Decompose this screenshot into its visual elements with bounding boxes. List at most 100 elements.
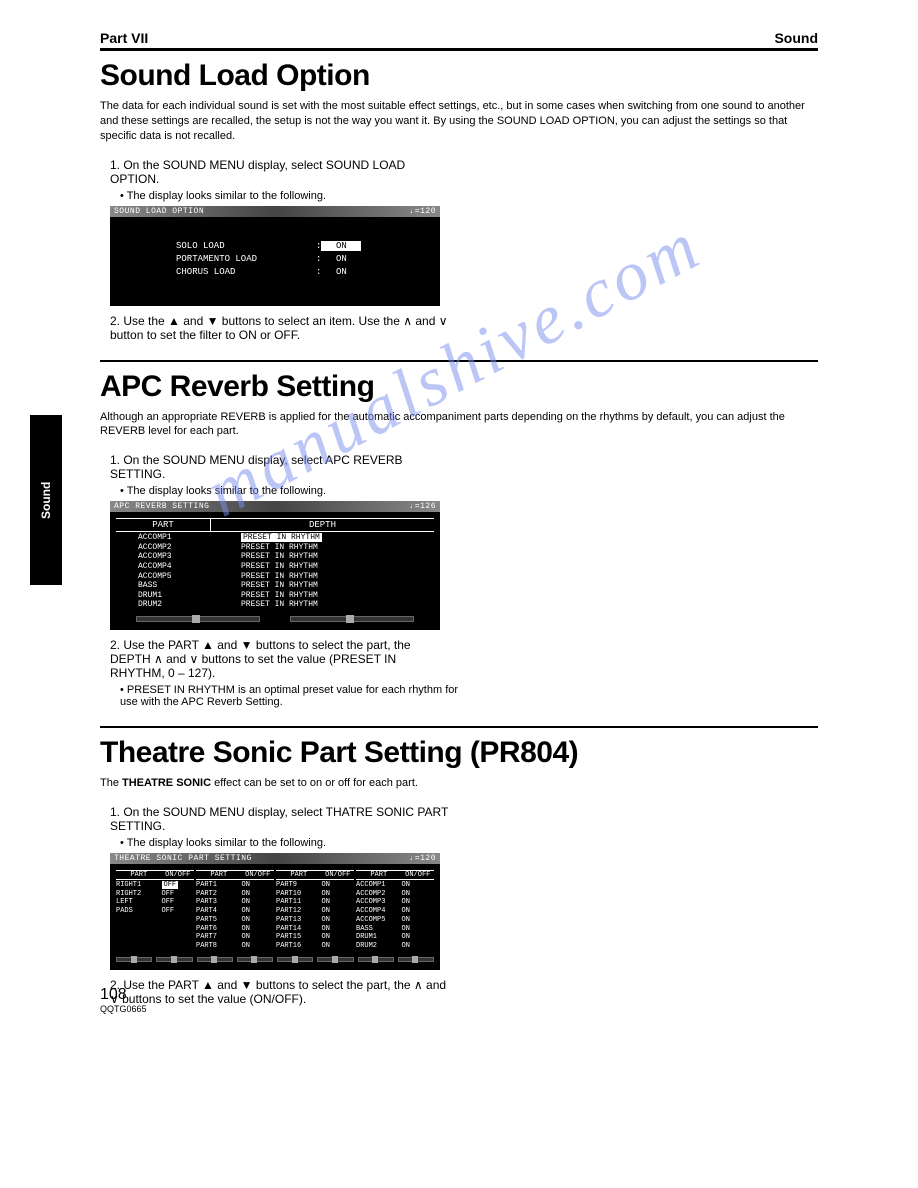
screen3-row: PART1ON [196, 881, 274, 890]
row-value: ON [242, 916, 275, 925]
row-part: ACCOMP4 [356, 907, 402, 916]
row-part: ACCOMP1 [356, 881, 402, 890]
row-part: ACCOMP2 [356, 890, 402, 899]
page-header: Part VII Sound [100, 30, 818, 51]
section3-step2: 2. Use the PART ▲ and ▼ buttons to selec… [110, 978, 450, 1006]
screen3-row: RIGHT1OFF [116, 881, 194, 890]
col-head-onoff: ON/OFF [322, 871, 355, 879]
row-part: ACCOMP5 [356, 916, 402, 925]
slider-part [136, 616, 260, 622]
screen3-row: PART2ON [196, 890, 274, 899]
slider-depth [290, 616, 414, 622]
screen3-tempo: ♩=120 [409, 854, 436, 863]
screen3-row: PART13ON [276, 916, 354, 925]
row-part: PART11 [276, 898, 322, 907]
row-value: ON [322, 933, 355, 942]
screen3-row: PART7ON [196, 933, 274, 942]
col-head-part: PART [116, 871, 162, 879]
row-part: DRUM2 [356, 942, 402, 951]
section3-bullet1: • The display looks similar to the follo… [120, 837, 460, 849]
row-depth: PRESET IN RHYTHM [211, 543, 434, 553]
row-depth: PRESET IN RHYTHM [211, 562, 434, 572]
row-part: RIGHT1 [116, 881, 162, 890]
row-depth: PRESET IN RHYTHM [211, 581, 434, 591]
col-head-onoff: ON/OFF [402, 871, 435, 879]
section2-bullet2: • PRESET IN RHYTHM is an optimal preset … [120, 684, 460, 708]
section1-bullet1: • The display looks similar to the follo… [120, 190, 460, 202]
row-part: PART13 [276, 916, 322, 925]
screen2-row: ACCOMP1PRESET IN RHYTHM [116, 533, 434, 543]
row-part: PART14 [276, 925, 322, 934]
screen-theatre-sonic: THEATRE SONIC PART SETTING ♩=120 PARTON/… [110, 853, 440, 970]
screen2-row: ACCOMP4PRESET IN RHYTHM [116, 562, 434, 572]
doc-code: QQTG0665 [100, 1004, 147, 1014]
row-label: SOLO LOAD [176, 241, 316, 251]
screen1-row: PORTAMENTO LOAD:ON [176, 254, 434, 264]
screen2-row: ACCOMP3PRESET IN RHYTHM [116, 552, 434, 562]
slider [156, 957, 192, 962]
screen3-row: PART12ON [276, 907, 354, 916]
row-value: ON [402, 890, 435, 899]
row-value: OFF [162, 898, 195, 907]
row-value: ON [322, 890, 355, 899]
header-part: Part VII [100, 30, 148, 46]
row-part: PART4 [196, 907, 242, 916]
row-label: PORTAMENTO LOAD [176, 254, 316, 264]
row-part: DRUM2 [116, 600, 211, 610]
row-value: ON [321, 241, 361, 251]
screen3-row: PART15ON [276, 933, 354, 942]
row-part: PART3 [196, 898, 242, 907]
row-part: BASS [356, 925, 402, 934]
col-head-part: PART [196, 871, 242, 879]
slider [116, 957, 152, 962]
screen-sound-load: SOUND LOAD OPTION ♩=120 SOLO LOAD:ONPORT… [110, 206, 440, 306]
row-value: ON [322, 916, 355, 925]
row-depth: PRESET IN RHYTHM [211, 533, 434, 543]
row-part: PADS [116, 907, 162, 916]
section3-step1: 1. On the SOUND MENU display, select THA… [110, 805, 450, 833]
screen3-row: PART4ON [196, 907, 274, 916]
row-part: ACCOMP5 [116, 572, 211, 582]
screen3-row: PART10ON [276, 890, 354, 899]
row-part: PART7 [196, 933, 242, 942]
screen2-row: BASSPRESET IN RHYTHM [116, 581, 434, 591]
row-part: PART1 [196, 881, 242, 890]
row-value: ON [402, 942, 435, 951]
col-head-part: PART [276, 871, 322, 879]
section1-intro: The data for each individual sound is se… [100, 99, 818, 144]
row-value: ON [242, 898, 275, 907]
screen1-row: SOLO LOAD:ON [176, 241, 434, 251]
divider-2 [100, 726, 818, 728]
screen3-row: DRUM2ON [356, 942, 434, 951]
row-value: ON [242, 925, 275, 934]
screen2-row: DRUM1PRESET IN RHYTHM [116, 591, 434, 601]
row-value: ON [242, 881, 275, 890]
screen3-row: PART9ON [276, 881, 354, 890]
section3-title: Theatre Sonic Part Setting (PR804) [100, 736, 818, 770]
row-value: ON [321, 267, 361, 277]
screen3-column: PARTON/OFFPART9ONPART10ONPART11ONPART12O… [276, 870, 354, 951]
row-depth: PRESET IN RHYTHM [211, 591, 434, 601]
slider [398, 957, 434, 962]
row-part: ACCOMP2 [116, 543, 211, 553]
row-value: ON [402, 925, 435, 934]
screen3-row: DRUM1ON [356, 933, 434, 942]
row-value: ON [242, 890, 275, 899]
row-label: CHORUS LOAD [176, 267, 316, 277]
row-part: BASS [116, 581, 211, 591]
section3-intro: The THEATRE SONIC effect can be set to o… [100, 776, 818, 791]
screen3-row: PART8ON [196, 942, 274, 951]
screen3-row: ACCOMP2ON [356, 890, 434, 899]
screen3-row: PART16ON [276, 942, 354, 951]
screen3-row: PART14ON [276, 925, 354, 934]
screen2-row: ACCOMP2PRESET IN RHYTHM [116, 543, 434, 553]
section2-intro: Although an appropriate REVERB is applie… [100, 410, 818, 440]
screen2-title: APC REVERB SETTING [114, 502, 209, 511]
row-depth: PRESET IN RHYTHM [211, 600, 434, 610]
screen3-row: ACCOMP5ON [356, 916, 434, 925]
row-part: RIGHT2 [116, 890, 162, 899]
screen3-row: PADSOFF [116, 907, 194, 916]
screen3-row: ACCOMP4ON [356, 907, 434, 916]
screen3-row: LEFTOFF [116, 898, 194, 907]
screen3-column: PARTON/OFFPART1ONPART2ONPART3ONPART4ONPA… [196, 870, 274, 951]
